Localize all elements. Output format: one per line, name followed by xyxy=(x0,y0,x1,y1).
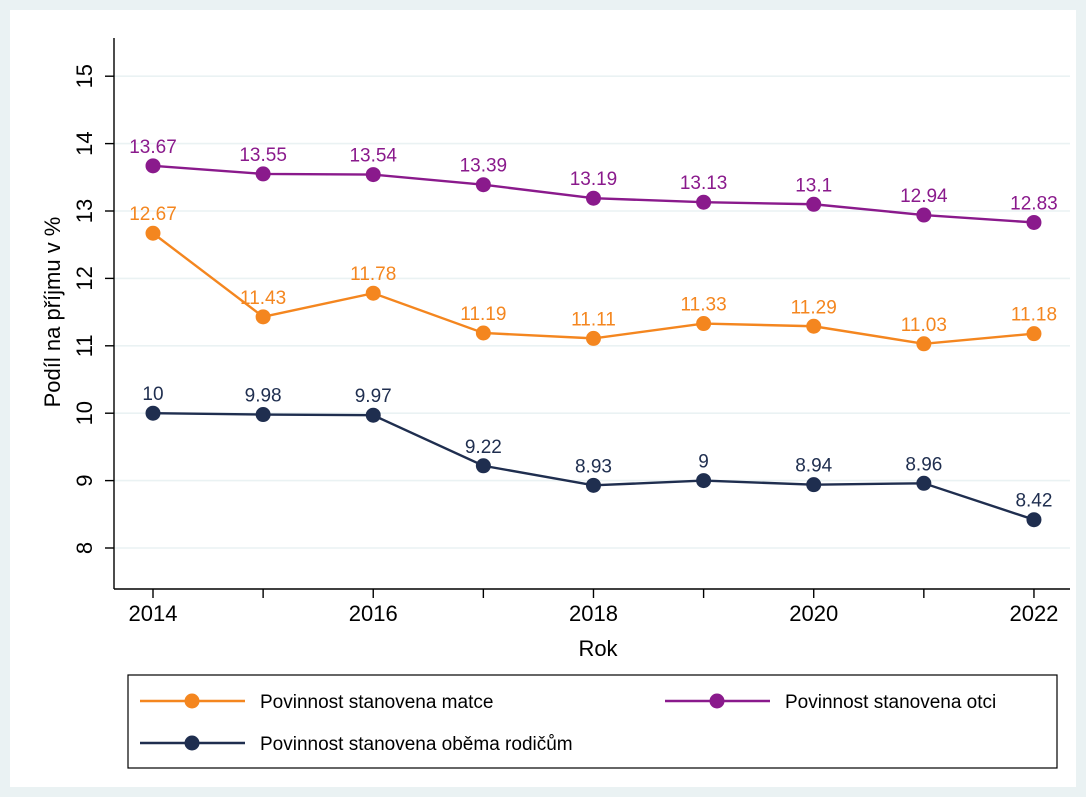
series-1-point-2018 xyxy=(585,330,601,346)
series-3-point-2016 xyxy=(365,407,381,423)
x-tick-label-2014: 2014 xyxy=(129,601,178,626)
y-axis-label: Podíl na příjmu v % xyxy=(40,217,65,408)
series-3-label-2018: 8.93 xyxy=(575,456,612,477)
series-2-point-2019 xyxy=(696,194,712,210)
y-tick-label-12: 12 xyxy=(72,266,97,290)
series-1-label-2015: 11.43 xyxy=(240,288,286,309)
series-3-label-2016: 9.97 xyxy=(355,386,392,407)
x-tick-label-2022: 2022 xyxy=(1009,601,1058,626)
series-1-label-2016: 11.78 xyxy=(350,264,396,285)
series-1-point-2017 xyxy=(475,325,491,341)
series-3-label-2014: 10 xyxy=(142,384,163,405)
series-1-point-2015 xyxy=(255,309,271,325)
series-1-point-2019 xyxy=(696,316,712,332)
series-3-label-2021: 8.96 xyxy=(905,454,942,475)
y-tick-label-13: 13 xyxy=(72,199,97,223)
x-axis-label: Rok xyxy=(578,636,618,661)
legend-series-3-marker xyxy=(184,735,200,751)
series-2-label-2019: 13.13 xyxy=(680,173,728,194)
y-tick-label-11: 11 xyxy=(72,334,97,357)
series-3-point-2014 xyxy=(145,405,161,421)
series-1-label-2022: 11.18 xyxy=(1011,305,1057,326)
series-1-point-2022 xyxy=(1026,326,1042,342)
x-tick-label-2020: 2020 xyxy=(789,601,838,626)
series-2-label-2018: 13.19 xyxy=(570,169,618,190)
axes: 8 9 10 11 12 13 14 15 2014 2016 2018 2020 2022 xyxy=(72,38,1070,626)
legend-series-1-label: Povinnost stanovena matce xyxy=(260,692,493,713)
series-1-point-2021 xyxy=(916,336,932,352)
series-1-label-2021: 11.03 xyxy=(901,315,947,336)
series-3-point-2021 xyxy=(916,475,932,491)
y-tick-label-15: 15 xyxy=(72,64,97,88)
series-2-point-2015 xyxy=(255,166,271,182)
data-labels: 12.67 11.43 11.78 11.19 11.11 11.33 11.29 11.03… xyxy=(129,137,1058,512)
series-3-point-2015 xyxy=(255,407,271,423)
series-3-label-2017: 9.22 xyxy=(465,437,502,458)
series-1-label-2017: 11.19 xyxy=(460,304,506,325)
series-3-point-2018 xyxy=(585,477,601,493)
series-1-label-2020: 11.29 xyxy=(791,297,837,318)
series-3-point-2019 xyxy=(696,473,712,489)
grid-lines xyxy=(114,75,1070,549)
legend-box xyxy=(127,674,1058,769)
y-tick-label-8: 8 xyxy=(72,542,97,554)
series xyxy=(145,158,1042,528)
series-2-label-2015: 13.55 xyxy=(239,145,287,166)
series-2-point-2017 xyxy=(475,177,491,193)
series-1-label-2019: 11.33 xyxy=(681,295,727,316)
series-2-point-2021 xyxy=(916,207,932,223)
series-3-label-2019: 9 xyxy=(698,452,709,473)
legend: Povinnost stanovena matce Povinnost stano… xyxy=(127,674,1058,769)
series-1-point-2014 xyxy=(145,225,161,241)
legend-series-3-label: Povinnost stanovena oběma rodičům xyxy=(260,734,573,755)
series-2-label-2022: 12.83 xyxy=(1010,193,1058,214)
series-1-label-2014: 12.67 xyxy=(129,204,177,225)
series-2-label-2016: 13.54 xyxy=(349,146,397,167)
legend-series-1-marker xyxy=(184,693,200,709)
y-tick-label-14: 14 xyxy=(72,131,97,155)
x-tick-label-2018: 2018 xyxy=(569,601,618,626)
y-tick-label-9: 9 xyxy=(72,474,97,486)
series-2-point-2018 xyxy=(585,190,601,206)
series-1-point-2016 xyxy=(365,285,381,301)
series-2-point-2022 xyxy=(1026,214,1042,230)
series-2-label-2014: 13.67 xyxy=(129,137,177,158)
series-2-point-2016 xyxy=(365,167,381,183)
series-1-label-2018: 11.11 xyxy=(571,309,616,330)
x-tick-label-2016: 2016 xyxy=(349,601,398,626)
series-3-point-2017 xyxy=(475,458,491,474)
legend-series-2-marker xyxy=(709,693,725,709)
series-3-label-2022: 8.42 xyxy=(1015,491,1052,512)
series-2-label-2020: 13.1 xyxy=(795,175,832,196)
series-3-point-2022 xyxy=(1026,512,1042,528)
series-1-point-2020 xyxy=(806,318,822,334)
series-2-point-2020 xyxy=(806,196,822,212)
series-2-label-2017: 13.39 xyxy=(460,156,508,177)
series-2-label-2021: 12.94 xyxy=(900,186,948,207)
series-2-point-2014 xyxy=(145,158,161,174)
series-3-label-2020: 8.94 xyxy=(795,456,832,477)
legend-series-2-label: Povinnost stanovena otci xyxy=(785,692,996,713)
y-tick-label-10: 10 xyxy=(72,401,97,425)
series-3-point-2020 xyxy=(806,477,822,493)
series-3-label-2015: 9.98 xyxy=(245,386,282,407)
